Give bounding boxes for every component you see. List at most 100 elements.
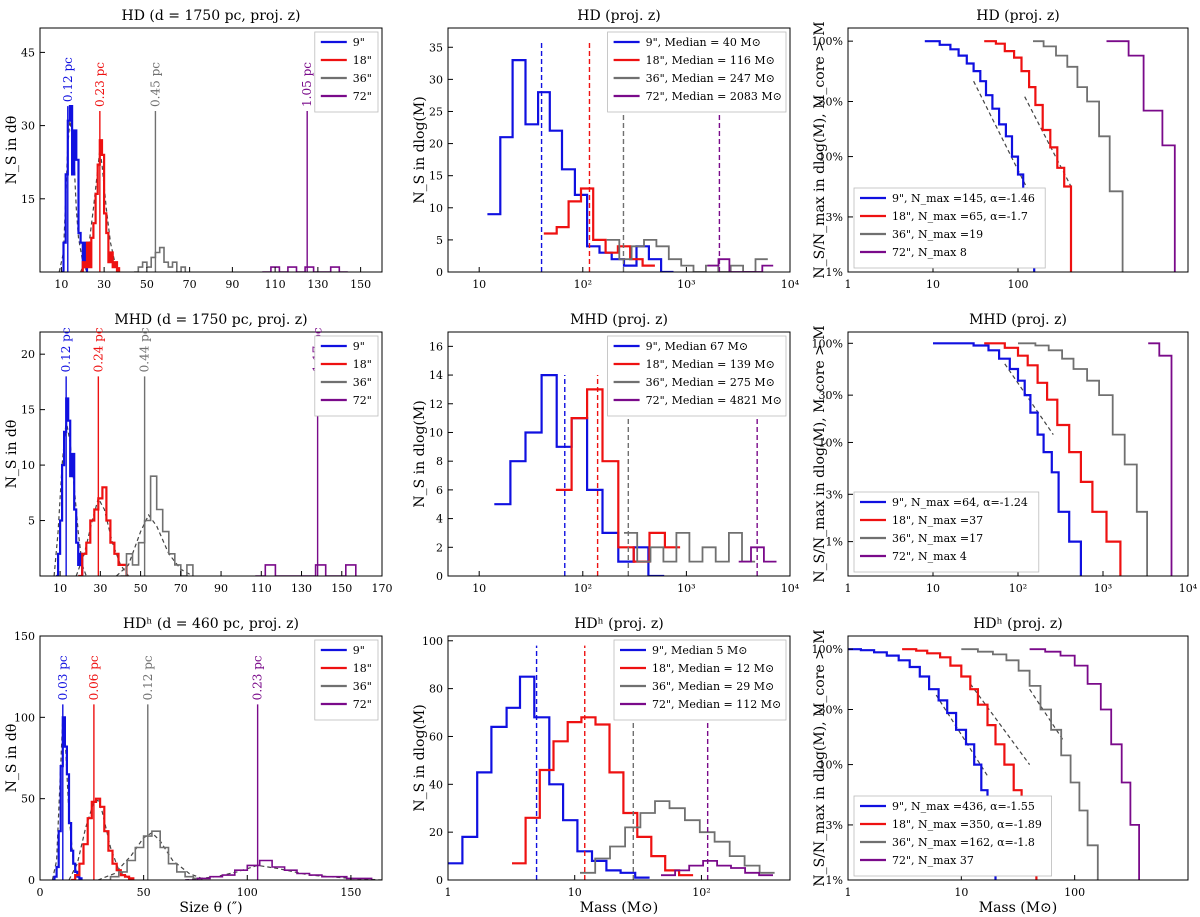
y-tick-label: 30% [819,389,843,402]
y-tick-label: 60 [429,730,443,743]
legend: 9", N_max =436, α=-1.55 18", N_max =350, … [853,795,1053,877]
legend-box [314,639,379,721]
legend-entry: 9" [353,644,365,657]
y-tick-label: 3% [826,488,843,501]
x-tick-label: 10 [954,886,968,899]
legend-box [314,335,379,417]
y-axis-label: N_S in dlog(M) [412,96,428,203]
x-tick-label: 70 [174,582,188,595]
y-tick-label: 35 [429,41,443,54]
legend-entry: 36", N_max =17 [892,532,983,545]
y-tick-label: 20 [21,348,35,361]
legend-box [607,31,787,113]
chart-title: MHD (proj. z) [570,312,668,328]
fit-curve [185,864,382,880]
fit-curve [1029,688,1065,742]
x-tick-label: 10 [926,582,940,595]
y-tick-label: 12 [429,398,443,411]
legend-entry: 9" [353,36,365,49]
x-tick-label: 150 [331,582,352,595]
size-label-gray: 0.45 pc [148,62,162,107]
y-tick-label: 10 [429,426,443,439]
y-tick-label: 1% [826,266,843,279]
series-blue [56,397,84,576]
size-label-blue: 0.03 pc [56,655,70,700]
x-tick-label: 10³ [677,278,695,291]
fit-curve [51,717,82,880]
legend: 9" 18" 36" 72" [314,639,379,721]
y-tick-label: 30 [21,120,35,133]
x-tick-label: 50 [134,582,148,595]
chart-title: HDʰ (proj. z) [973,616,1063,632]
x-tick-label: 10 [472,278,486,291]
plot-area [494,374,777,576]
x-tick-label: 10⁴ [781,582,800,595]
y-axis-label: N_S in dθ [4,116,20,185]
size-label-gray: 0.12 pc [141,655,155,700]
x-tick-label: 10³ [1094,582,1112,595]
axes-frame [39,635,383,881]
y-tick-label: 14 [429,369,443,382]
x-axis-label: Size θ (″) [179,900,242,916]
series-purple [185,859,373,880]
y-tick-label: 5 [436,234,443,247]
legend-entry: 36", Median = 29 M⊙ [652,680,774,693]
x-tick-label: 10² [574,278,592,291]
y-axis-label: N_S/N_max in dlog(M), M_core > M [812,325,828,582]
legend-entry: 9", N_max =436, α=-1.55 [892,800,1035,813]
y-tick-label: 20 [429,826,443,839]
axes-frame [847,635,1189,881]
x-tick-label: 170 [372,582,393,595]
y-tick-label: 16 [429,340,443,353]
y-tick-label: 1% [826,536,843,549]
legend-box [853,795,1053,877]
panel-hd-mass: HD (proj. z)N_S in dlog(M)10 10² 10³ 10⁴051… [412,8,800,291]
series-gray [1018,342,1148,576]
y-tick-label: 0 [436,570,443,583]
x-tick-label: 1 [845,278,852,291]
y-tick-label: 10% [819,151,843,164]
panel-mhd-cdf: MHD (proj. z) N_S/N_max in dlog(M), M_cor… [812,312,1198,595]
series-blue [52,716,83,880]
legend-entry: 18" [353,358,372,371]
axes-frame [447,635,791,881]
x-tick-label: 150 [340,886,361,899]
legend-entry: 9", N_max =145, α=-1.46 [892,192,1035,205]
x-tick-label: 130 [307,278,328,291]
legend-entry: 36", N_max =162, α=-1.8 [892,836,1035,849]
x-tick-label: 50 [137,886,151,899]
y-axis-label: N_S in dθ [4,724,20,793]
y-tick-label: 25 [429,105,443,118]
legend-entry: 72", Median = 4821 M⊙ [646,394,782,407]
legend-entry: 36" [353,72,372,85]
legend-entry: 36" [353,376,372,389]
fit-curve [969,683,1031,765]
series-blue [61,105,89,272]
x-tick-label: 10² [692,886,710,899]
legend-box [607,335,787,417]
legend-entry: 36", Median = 247 M⊙ [646,72,775,85]
y-tick-label: 2 [436,541,443,554]
chart-title: HD (d = 1750 pc, proj. z) [122,8,301,24]
series-blue [924,40,1036,272]
series-gray [1033,40,1124,272]
y-axis-label: N_S in dθ [4,420,20,489]
x-tick-label: 1 [845,886,852,899]
legend-entry: 18" [353,662,372,675]
y-tick-label: 4 [436,513,443,526]
series-red [512,716,694,877]
x-tick-label: 110 [251,582,272,595]
y-tick-label: 1% [826,874,843,887]
x-tick-label: 90 [225,278,239,291]
panel-hd-cdf: HD (proj. z) N_S/N_max in dlog(M), M_core… [812,8,1189,291]
y-tick-label: 6 [436,484,443,497]
legend-entry: 72" [353,698,372,711]
series-gray [120,475,194,576]
y-tick-label: 100 [14,711,35,724]
axes-frame [447,331,791,577]
legend-entry: 72", Median = 112 M⊙ [652,698,781,711]
x-tick-label: 10² [1009,582,1027,595]
panel-hdh-mass: HDʰ (proj. z) N_S in dlog(M) Mass (M⊙) 1 10 1… [412,616,791,916]
size-label-blue: 0.12 pc [61,57,75,102]
fit-curve [973,80,1034,201]
